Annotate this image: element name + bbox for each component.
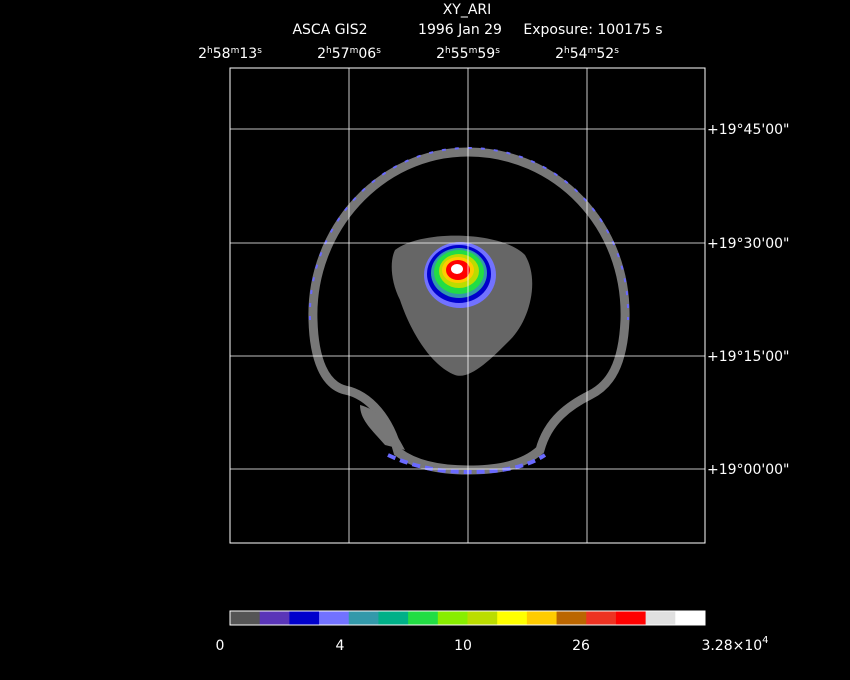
ra-unit: s xyxy=(257,46,262,56)
colorbar-border xyxy=(229,610,706,626)
colorbar-segment xyxy=(467,611,498,625)
dec-label: +19°30'00" xyxy=(707,236,789,252)
instrument: ASCA GIS2 xyxy=(292,22,367,38)
sky-image xyxy=(308,146,630,475)
ra-value: 2 xyxy=(555,46,564,62)
ra-value: 57 xyxy=(332,46,350,62)
colorbar-label: 4 xyxy=(336,638,345,654)
colorbar-segment xyxy=(319,611,350,625)
ra-unit: s xyxy=(495,46,500,56)
colorbar-segment xyxy=(675,611,706,625)
ra-unit: h xyxy=(207,46,213,56)
ra-unit: h xyxy=(326,46,332,56)
exposure: Exposure: 100175 s xyxy=(523,22,662,38)
coordinate-grid xyxy=(230,68,705,543)
label-exp: 4 xyxy=(762,635,768,646)
dec-label: +19°45'00" xyxy=(707,122,789,138)
colorbar-segment xyxy=(348,611,379,625)
ra-unit: m xyxy=(588,46,597,56)
dec-label: +19°15'00" xyxy=(707,349,789,365)
date: 1996 Jan 29 xyxy=(418,22,502,38)
ra-unit: h xyxy=(445,46,451,56)
dec-label: +19°00'00" xyxy=(707,462,789,478)
title: XY_ARI xyxy=(443,2,492,18)
colorbar-segment xyxy=(408,611,439,625)
colorbar-label: 26 xyxy=(572,638,590,654)
colorbar-label: 0 xyxy=(216,638,225,654)
ra-value: 2 xyxy=(436,46,445,62)
colorbar-segment xyxy=(378,611,409,625)
colorbar-segment xyxy=(230,611,261,625)
ra-value: 06 xyxy=(358,46,376,62)
colorbar-segment xyxy=(289,611,320,625)
detector-ring xyxy=(308,147,630,475)
ra-value: 58 xyxy=(213,46,231,62)
ra-value: 13 xyxy=(239,46,257,62)
colorbar-segment xyxy=(586,611,617,625)
colorbar-label: 3.28×104 xyxy=(701,635,768,654)
ra-value: 54 xyxy=(570,46,588,62)
ra-value: 2 xyxy=(198,46,207,62)
colorbar-segment xyxy=(526,611,558,625)
ra-unit: m xyxy=(231,46,240,56)
colorbar-label: 10 xyxy=(454,638,472,654)
colorbar-segment xyxy=(497,611,528,625)
ra-value: 59 xyxy=(477,46,495,62)
ra-unit: m xyxy=(469,46,478,56)
ra-label: 2h57m06s xyxy=(317,46,381,62)
ra-unit: s xyxy=(614,46,619,56)
colorbar-segment xyxy=(645,611,676,625)
ra-value: 2 xyxy=(317,46,326,62)
ra-value: 52 xyxy=(596,46,614,62)
label-base: 3.28×10 xyxy=(701,638,762,654)
ra-label: 2h58m13s xyxy=(198,46,262,62)
colorbar-segment xyxy=(259,611,290,625)
ra-unit: s xyxy=(376,46,381,56)
colorbar-segment xyxy=(556,611,587,625)
colorbar: 0 4 10 26 3.28×104 xyxy=(216,610,769,654)
ra-label: 2h54m52s xyxy=(555,46,619,62)
ra-label: 2h55m59s xyxy=(436,46,500,62)
peak xyxy=(451,264,463,274)
ra-value: 55 xyxy=(451,46,469,62)
colorbar-segment xyxy=(437,611,468,625)
noise xyxy=(360,405,405,450)
frame xyxy=(229,67,706,544)
colorbar-segment xyxy=(615,611,647,625)
ra-unit: h xyxy=(564,46,570,56)
ra-unit: m xyxy=(350,46,359,56)
